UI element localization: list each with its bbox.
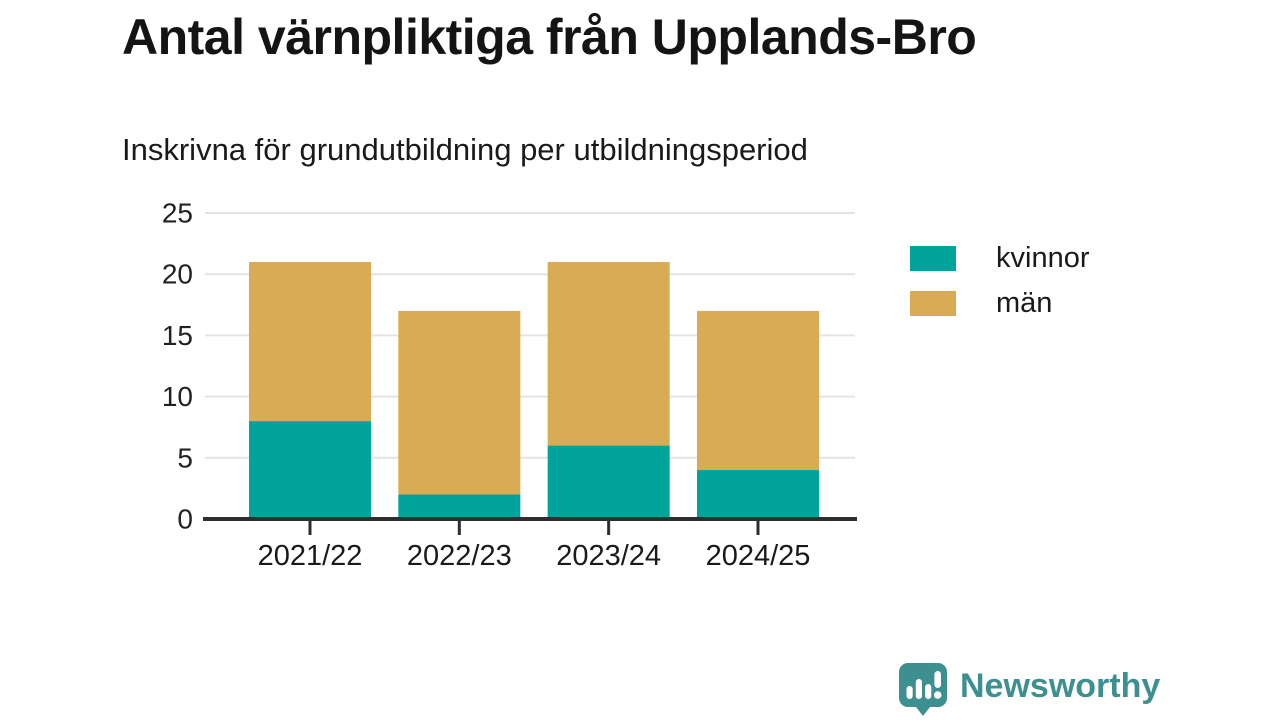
legend-label-kvinnor: kvinnor — [996, 242, 1090, 274]
legend-item-kvinnor: kvinnor — [910, 244, 1090, 273]
svg-text:20: 20 — [162, 259, 193, 290]
legend-swatch-man-icon — [910, 291, 956, 316]
stacked-bar-chart: 0 5 10 15 20 25 2021/22 2022/23 2023/24 2024/25 — [162, 198, 857, 572]
svg-text:25: 25 — [162, 198, 193, 229]
legend-label-man: män — [996, 287, 1053, 319]
svg-text:2022/23: 2022/23 — [407, 540, 512, 572]
svg-text:2024/25: 2024/25 — [706, 540, 811, 572]
svg-text:2021/22: 2021/22 — [258, 540, 363, 572]
newsworthy-logo-text: Newsworthy — [960, 667, 1161, 705]
svg-text:5: 5 — [177, 442, 193, 473]
newsworthy-logo: Newsworthy — [897, 661, 1160, 717]
legend-swatch-kvinnor-icon — [910, 246, 956, 271]
svg-text:0: 0 — [177, 504, 193, 535]
legend-item-man: män — [910, 289, 1090, 318]
svg-text:2023/24: 2023/24 — [556, 540, 661, 572]
newsworthy-speech-bubble-icon — [899, 663, 947, 716]
chart-legend: kvinnor män — [910, 244, 1090, 318]
chart-subtitle: Inskrivna för grundutbildning per utbild… — [122, 132, 808, 167]
chart-title: Antal värnpliktiga från Upplands-Bro — [122, 9, 977, 65]
svg-text:10: 10 — [162, 381, 193, 412]
svg-text:15: 15 — [162, 320, 193, 351]
